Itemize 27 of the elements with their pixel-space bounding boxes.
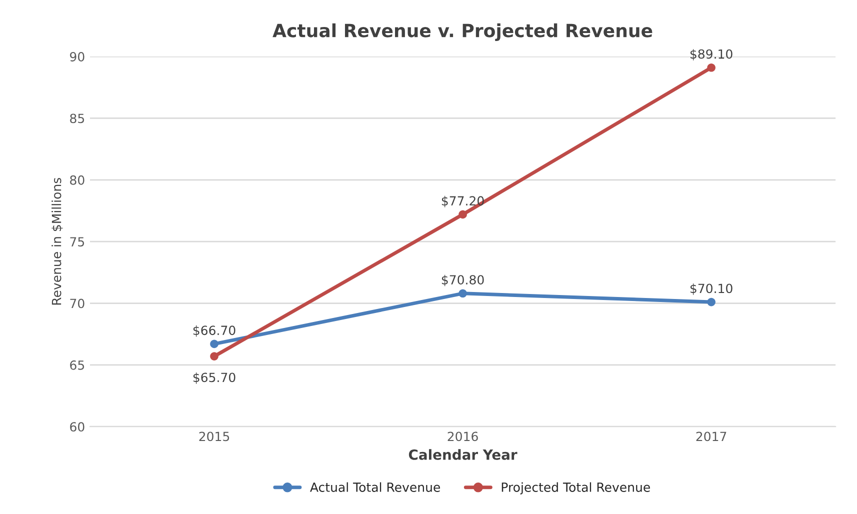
y-tick-label: 80 bbox=[70, 175, 84, 185]
data-label: $66.70 bbox=[193, 325, 236, 337]
y-tick-label: 75 bbox=[70, 237, 84, 247]
point bbox=[210, 352, 218, 360]
y-tick-label: 90 bbox=[70, 52, 84, 62]
y-tick-label: 70 bbox=[70, 298, 84, 308]
data-label: $70.10 bbox=[690, 283, 732, 295]
point bbox=[458, 210, 467, 219]
data-label: $89.10 bbox=[690, 49, 732, 60]
data-label: $77.20 bbox=[442, 196, 484, 208]
point bbox=[707, 63, 716, 72]
y-tick-label: 60 bbox=[70, 422, 84, 432]
legend-label: Projected Total Revenue bbox=[502, 482, 650, 494]
point bbox=[210, 340, 218, 348]
x-tick-label: 2017 bbox=[696, 432, 726, 442]
y-axis-title: Revenue in $Millions bbox=[52, 178, 63, 305]
x-tick-label: 2016 bbox=[448, 432, 478, 442]
point bbox=[707, 298, 716, 306]
data-label: $70.80 bbox=[442, 274, 484, 286]
y-tick-label: 65 bbox=[70, 360, 84, 370]
x-axis-title: Calendar Year bbox=[408, 449, 518, 460]
x-tick-label: 2015 bbox=[199, 432, 230, 442]
point bbox=[458, 289, 467, 298]
chart-title: Actual Revenue v. Projected Revenue bbox=[272, 23, 652, 41]
legend-label: Actual Total Revenue bbox=[310, 482, 440, 492]
y-tick-label: 85 bbox=[70, 114, 84, 124]
data-label: $65.70 bbox=[193, 372, 236, 384]
